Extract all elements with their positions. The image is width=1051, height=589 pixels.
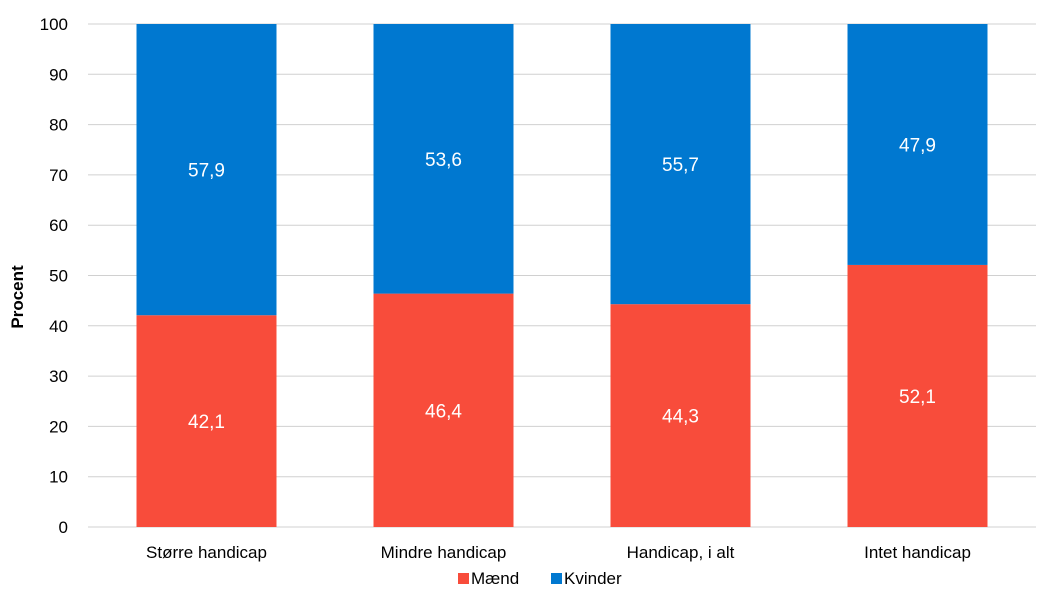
y-tick-label: 10 — [49, 468, 68, 487]
y-tick-label: 70 — [49, 166, 68, 185]
x-tick-label: Intet handicap — [864, 543, 971, 562]
data-label: 52,1 — [899, 387, 936, 408]
y-tick-label: 30 — [49, 367, 68, 386]
y-axis-ticks: 0 10 20 30 40 50 60 70 80 90 100 — [40, 15, 68, 537]
data-label: 44,3 — [662, 407, 699, 428]
data-label: 53,6 — [425, 150, 462, 171]
data-label: 47,9 — [899, 135, 936, 156]
x-tick-label: Større handicap — [146, 543, 267, 562]
y-tick-label: 0 — [59, 518, 68, 537]
y-tick-label: 20 — [49, 417, 68, 436]
y-axis-label: Procent — [8, 265, 27, 329]
legend-label: Kvinder — [564, 569, 622, 588]
x-axis-ticks: Større handicap Mindre handicap Handicap, … — [146, 543, 971, 562]
x-tick-label: Handicap, i alt — [627, 543, 735, 562]
data-label: 46,4 — [425, 401, 462, 422]
data-label: 42,1 — [188, 412, 225, 433]
legend-swatch — [551, 573, 562, 584]
legend: Mænd Kvinder — [458, 569, 622, 588]
legend-label: Mænd — [471, 569, 519, 588]
y-tick-label: 60 — [49, 216, 68, 235]
legend-swatch — [458, 573, 469, 584]
x-tick-label: Mindre handicap — [381, 543, 507, 562]
data-label: 55,7 — [662, 155, 699, 176]
y-tick-label: 80 — [49, 116, 68, 135]
y-tick-label: 90 — [49, 65, 68, 84]
y-tick-label: 40 — [49, 317, 68, 336]
data-label: 57,9 — [188, 161, 225, 182]
y-tick-label: 50 — [49, 267, 68, 286]
y-tick-label: 100 — [40, 15, 68, 34]
